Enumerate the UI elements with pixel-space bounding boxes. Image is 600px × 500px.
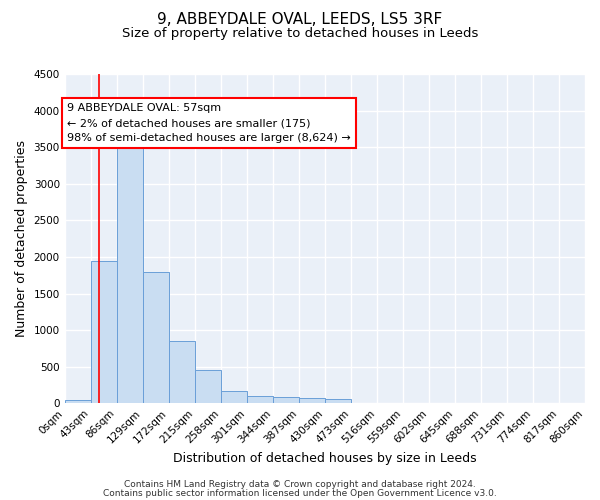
Bar — [117, 147, 143, 404]
Bar — [143, 272, 169, 404]
Bar — [299, 398, 325, 404]
Text: Contains public sector information licensed under the Open Government Licence v3: Contains public sector information licen… — [103, 488, 497, 498]
Text: 9, ABBEYDALE OVAL, LEEDS, LS5 3RF: 9, ABBEYDALE OVAL, LEEDS, LS5 3RF — [157, 12, 443, 28]
Bar — [169, 341, 195, 404]
Bar — [221, 390, 247, 404]
Y-axis label: Number of detached properties: Number of detached properties — [15, 140, 28, 337]
X-axis label: Distribution of detached houses by size in Leeds: Distribution of detached houses by size … — [173, 452, 476, 465]
Bar — [65, 400, 91, 404]
Bar — [247, 396, 273, 404]
Bar — [91, 260, 117, 404]
Text: Contains HM Land Registry data © Crown copyright and database right 2024.: Contains HM Land Registry data © Crown c… — [124, 480, 476, 489]
Bar — [325, 400, 351, 404]
Bar — [273, 398, 299, 404]
Text: Size of property relative to detached houses in Leeds: Size of property relative to detached ho… — [122, 28, 478, 40]
Bar — [195, 370, 221, 404]
Text: 9 ABBEYDALE OVAL: 57sqm
← 2% of detached houses are smaller (175)
98% of semi-de: 9 ABBEYDALE OVAL: 57sqm ← 2% of detached… — [67, 104, 351, 143]
